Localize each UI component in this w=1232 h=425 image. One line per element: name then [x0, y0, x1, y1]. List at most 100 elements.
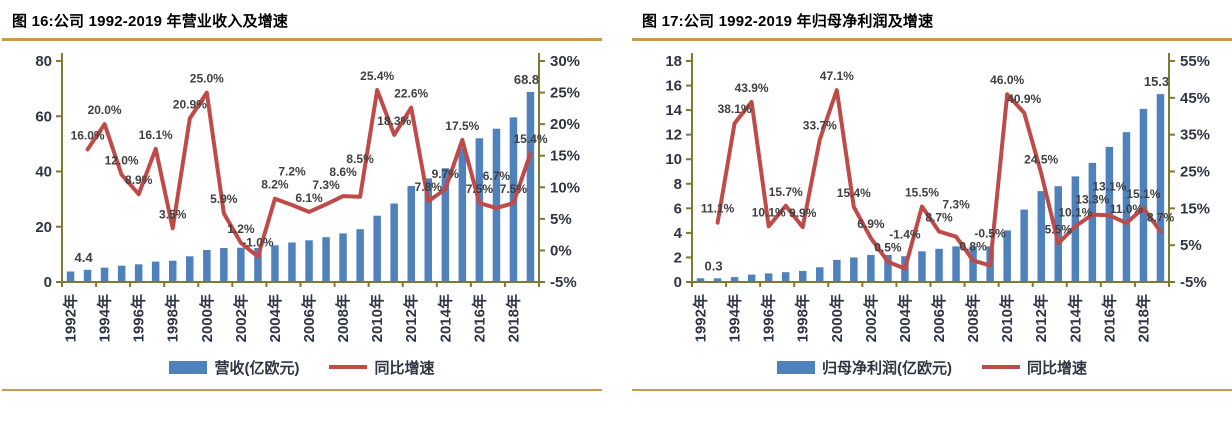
left-axis-tick-label: 10	[665, 151, 682, 168]
growth-line	[85, 88, 533, 259]
bar-1998	[799, 270, 807, 282]
revenue-figure-panel: 图 16:公司 1992-2019 年营业收入及增速 0 20 40 60 80 -5% 0…	[2, 0, 602, 391]
growth-data-label: 7.5%	[466, 182, 494, 196]
net-profit-chart-legend: 归母净利润(亿欧元) 同比增速	[632, 355, 1232, 379]
bar-2009	[356, 229, 364, 282]
growth-data-label: 7.2%	[278, 165, 306, 179]
growth-data-label: 15.5%	[905, 186, 939, 200]
growth-data-label: -1.0%	[242, 236, 274, 250]
right-axis-tick-label: -5%	[1180, 274, 1207, 291]
legend-label: 同比增速	[374, 359, 435, 377]
left-axis-tick-label: 0	[674, 274, 682, 291]
bar-1994	[730, 277, 739, 282]
growth-data-label: 18.3%	[377, 114, 411, 128]
growth-data-label: 43.9%	[735, 81, 769, 95]
growth-data-label: -0.5%	[974, 227, 1006, 241]
bar-2002	[867, 255, 875, 282]
x-axis-year-label: 2002年	[862, 294, 880, 342]
bar-1996	[764, 273, 773, 282]
right-axis-tick-label: 30%	[550, 53, 580, 70]
bar-1997	[781, 272, 790, 282]
growth-data-label: 9.7%	[432, 167, 460, 181]
bar-2010	[373, 215, 381, 282]
growth-data-label: 8.7%	[925, 211, 953, 225]
x-axis-year-label: 2006年	[300, 294, 318, 342]
growth-data-label: 13.3%	[1075, 192, 1109, 206]
bar-2013	[424, 178, 432, 282]
x-axis-year-label: 2000年	[198, 294, 216, 342]
legend-item-line: 同比增速	[981, 357, 1087, 378]
growth-data-label: 13.1%	[1092, 179, 1126, 193]
right-axis-tick-label: 45%	[1180, 90, 1210, 107]
bar-1992	[66, 271, 75, 282]
bar-2008	[339, 233, 347, 282]
bar-2002	[237, 247, 245, 282]
growth-data-label: 6.9%	[857, 217, 885, 231]
growth-data-label: -1.4%	[889, 228, 921, 242]
growth-data-label: 9.9%	[789, 206, 817, 220]
x-axis-year-label: 2012年	[402, 294, 420, 342]
bar-2003	[254, 248, 262, 282]
growth-data-label: 17.5%	[445, 119, 479, 133]
bar-1994	[100, 267, 109, 282]
growth-data-label: 7.3%	[312, 178, 340, 192]
growth-data-label: 0.8%	[959, 240, 987, 254]
x-axis-year-label: 1992年	[692, 294, 710, 342]
figure-16-title: 图 16:公司 1992-2019 年营业收入及增速	[12, 13, 289, 30]
growth-data-label: 8.2%	[261, 178, 289, 192]
bar-2015	[458, 148, 467, 282]
bar-2011	[1020, 209, 1028, 282]
right-axis-tick-label: 5%	[1180, 237, 1202, 254]
growth-data-label: 15.7%	[769, 185, 803, 199]
bar-2018	[1139, 108, 1148, 283]
bar-2013	[1054, 186, 1062, 282]
left-axis-tick-label: 80	[35, 53, 52, 70]
growth-data-label: 15.1%	[1126, 187, 1160, 201]
x-axis-year-label: 2014年	[1066, 294, 1084, 342]
bar-2007	[322, 237, 330, 282]
bar-2001	[220, 248, 228, 282]
bar-swatch-icon	[776, 360, 815, 374]
bar-2012	[407, 185, 415, 282]
growth-data-label: 5.5%	[1045, 222, 1073, 236]
x-axis-year-label: 2010年	[998, 294, 1016, 342]
growth-data-label: 12.0%	[105, 154, 139, 168]
figure-bottom-rule	[632, 389, 1232, 391]
bar-2015	[1088, 162, 1097, 282]
left-axis-tick-label: 0	[44, 274, 52, 291]
growth-data-label: 33.7%	[803, 119, 837, 133]
right-axis-tick-label: 10%	[550, 179, 580, 196]
bar-1999	[816, 267, 824, 282]
growth-data-label: 15.4%	[837, 186, 871, 200]
right-axis-tick-label: 5%	[550, 211, 572, 228]
legend-item-bars: 归母净利润(亿欧元)	[776, 357, 952, 378]
right-axis-tick-label: 25%	[550, 85, 580, 102]
bar-2019	[526, 91, 535, 283]
growth-data-label: 22.6%	[394, 87, 428, 101]
figure-17-title: 图 17:公司 1992-2019 年归母净利润及增速	[642, 13, 934, 30]
x-axis-year-label: 2014年	[436, 294, 454, 342]
legend-item-line: 同比增速	[329, 357, 435, 378]
x-axis-year-label: 1998年	[794, 294, 812, 342]
growth-data-label: 20.9%	[173, 98, 207, 112]
right-axis-tick-label: 0%	[550, 242, 572, 259]
growth-data-label: 20.0%	[88, 103, 122, 117]
title-underline-rule	[2, 38, 602, 41]
bar-1998	[169, 260, 177, 282]
bar-value-label: 0.3	[705, 258, 723, 273]
bar-1992	[696, 278, 705, 282]
growth-data-label: 25.0%	[190, 72, 224, 86]
title-underline-rule	[632, 38, 1232, 41]
left-axis-tick-label: 2	[674, 249, 682, 266]
right-axis-tick-label: 15%	[550, 148, 580, 165]
growth-data-label: 15.4%	[513, 132, 547, 146]
revenue-combo-chart: 0 20 40 60 80 -5% 0% 5% 10% 15% 20% 25% 30% 1992年 1994…	[35, 53, 580, 342]
bar-2003	[884, 255, 892, 282]
left-axis-tick-label: 8	[674, 176, 682, 193]
bar-2017	[492, 128, 501, 282]
bar-2016	[475, 138, 484, 282]
x-axis-year-label: 2004年	[266, 294, 284, 342]
growth-data-label: 8.9%	[125, 173, 153, 187]
growth-data-label: 8.6%	[329, 165, 357, 179]
right-axis-tick-label: 55%	[1180, 53, 1210, 70]
